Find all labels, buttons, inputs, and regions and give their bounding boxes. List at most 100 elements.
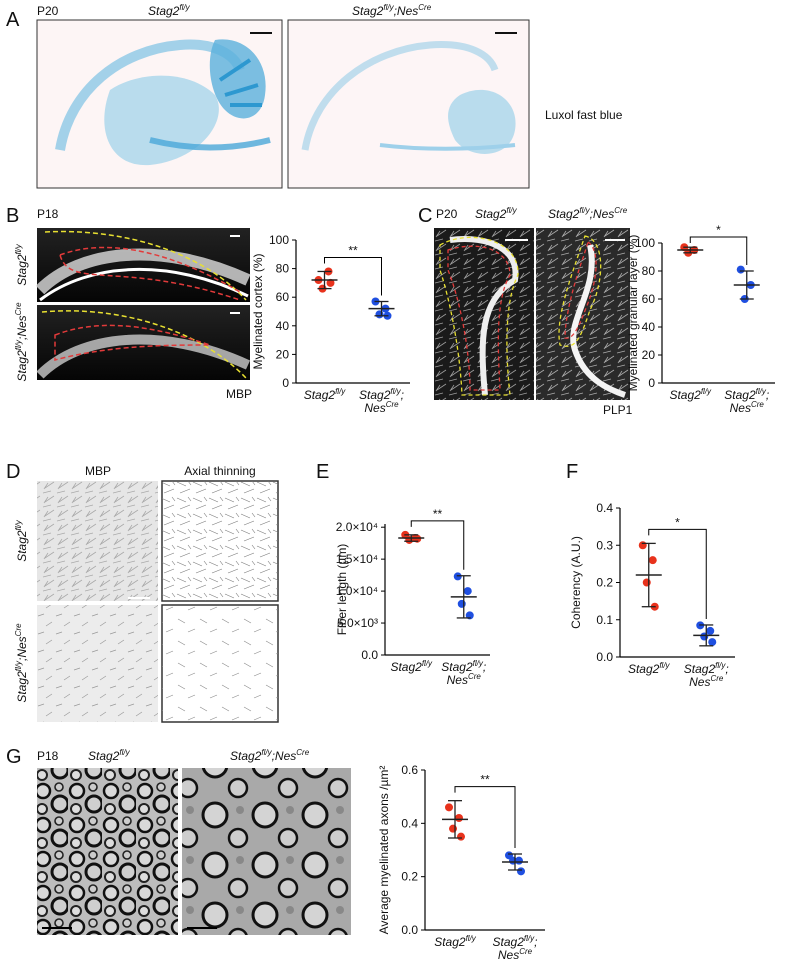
significance-bracket (410, 520, 465, 570)
x-tick-label: Stag2fl/y; NesCre (724, 387, 769, 415)
age-label: P20 (37, 4, 59, 18)
micrograph (36, 19, 530, 189)
x-tick-label: Stag2fl/y (434, 934, 477, 949)
text-piece: Stag2 (628, 662, 660, 676)
text-piece: ;Nes (272, 749, 297, 763)
text-piece: Stag2 (493, 935, 525, 949)
text-piece: Stag2 (15, 530, 29, 562)
y-tick-label: 0.4 (596, 501, 613, 515)
text-piece: ;Nes (15, 636, 29, 661)
text-piece: Stag2 (548, 207, 580, 221)
text-piece: ;Nes (394, 4, 419, 18)
y-tick-label: 80 (642, 264, 656, 278)
significance-bracket (648, 528, 707, 619)
text-piece: ;Nes (15, 315, 29, 340)
text-piece: ; (534, 935, 537, 949)
superscript: fl/y (579, 206, 590, 215)
text-piece: Stag2 (724, 388, 756, 402)
data-point (375, 310, 384, 319)
superscript: Cre (614, 206, 627, 215)
y-tick-label: 100 (635, 236, 655, 250)
superscript: Cre (14, 623, 23, 636)
data-point (517, 867, 525, 876)
superscript: fl/y (422, 659, 433, 668)
data-point (648, 556, 657, 565)
data-point (706, 626, 715, 635)
stain-label: MBP (226, 387, 252, 401)
panel-letter: G (6, 746, 22, 768)
data-point (642, 578, 651, 587)
significance-label: ** (348, 243, 358, 257)
superscript: fl/y (756, 387, 767, 396)
text-piece: Stag2 (230, 749, 262, 763)
genotype-label: Stag2fl/y (88, 748, 131, 763)
significance-bracket (454, 786, 516, 848)
data-point (455, 814, 463, 822)
text-piece: Nes (447, 673, 468, 687)
panel-letter: B (6, 205, 19, 227)
x-tick-label: Stag2fl/y (628, 661, 671, 676)
superscript: fl/y (473, 659, 484, 668)
text-piece: Stag2 (684, 662, 716, 676)
text-piece: Stag2 (669, 388, 701, 402)
y-tick-label: 0.2 (596, 576, 613, 590)
x-tick-label: Stag2fl/y; NesCre (684, 661, 729, 689)
superscript: fl/y (524, 934, 535, 943)
superscript: fl/y (466, 934, 477, 943)
y-tick-label: 40 (642, 320, 656, 334)
data-point (445, 803, 453, 812)
genotype-label: Stag2fl/y;NesCre (14, 623, 29, 703)
genotype-label: Stag2fl/y (475, 206, 518, 221)
significance-bracket (689, 236, 748, 265)
genotype-label: Stag2fl/y;NesCre (230, 748, 310, 763)
text-piece: Stag2 (441, 660, 473, 674)
x-tick-label: Stag2fl/y (669, 387, 712, 402)
genotype-label: Stag2fl/y;NesCre (352, 3, 432, 18)
y-axis-label: Average myelinated axons /µm² (377, 766, 391, 935)
genotype-label: Stag2fl/y;NesCre (14, 302, 29, 382)
superscript: Cre (14, 302, 23, 315)
significance-label: * (675, 515, 680, 529)
text-piece: Stag2 (88, 749, 120, 763)
column-label: MBP (85, 464, 111, 478)
x-tick-label: Stag2fl/y (390, 659, 433, 674)
text-piece: Nes (730, 401, 751, 415)
x-tick-label: Stag2fl/y (304, 387, 347, 402)
y-axis-label: Coherency (A.U.) (569, 536, 583, 629)
text-piece: ; (766, 388, 769, 402)
age-label: P20 (436, 207, 458, 221)
text-piece: Stag2 (475, 207, 507, 221)
text-piece: Stag2 (15, 350, 29, 382)
y-tick-label: 40 (276, 319, 290, 333)
y-axis-label: Myelinated granular layer (%) (626, 235, 640, 392)
data-point (638, 541, 647, 550)
text-piece: ;Nes (590, 207, 615, 221)
superscript: Cre (519, 947, 532, 956)
y-axis-label: Myelinated cortex (%) (251, 253, 265, 369)
panel-letter: C (418, 205, 432, 227)
superscript: fl/y (14, 339, 23, 350)
significance-label: ** (433, 507, 443, 521)
text-piece: Stag2 (15, 254, 29, 286)
superscript: Cre (418, 3, 431, 12)
data-point (708, 638, 717, 647)
panel-letter: D (6, 461, 20, 483)
panel-letter: A (6, 9, 20, 31)
y-tick-label: 0.0 (361, 648, 378, 662)
stain-label: PLP1 (603, 403, 633, 417)
text-piece: ; (725, 662, 728, 676)
superscript: fl/y (14, 243, 23, 254)
y-tick-label: 0 (648, 376, 655, 390)
y-tick-label: 5.0×10³ (337, 616, 378, 630)
data-point (463, 587, 472, 596)
superscript: fl/y (701, 387, 712, 396)
genotype-label: Stag2fl/y;NesCre (548, 206, 628, 221)
micrograph (37, 480, 279, 723)
x-tick-label: Stag2fl/y; NesCre (441, 659, 486, 687)
y-tick-label: 0.0 (401, 923, 418, 937)
age-label: P18 (37, 749, 59, 763)
y-tick-label: 0.0 (596, 650, 613, 664)
y-tick-label: 1.0×10⁴ (336, 584, 378, 598)
genotype-label: Stag2fl/y (14, 243, 29, 286)
